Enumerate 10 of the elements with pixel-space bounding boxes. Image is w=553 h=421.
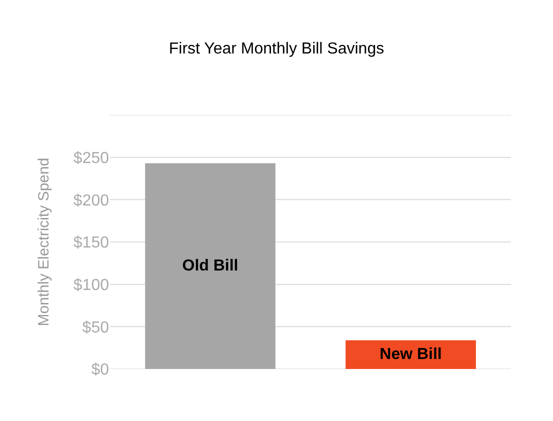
x-tick-label: Old Bill: [182, 258, 238, 275]
y-tick-label: $50: [82, 319, 110, 336]
y-tick-label: $200: [73, 192, 110, 210]
y-axis-title: Monthly Electricity Spend: [36, 158, 53, 326]
x-tick-label: New Bill: [380, 346, 442, 364]
y-tick-label: $250: [73, 150, 110, 167]
chart-title: First Year Monthly Bill Savings: [168, 40, 384, 58]
y-tick-label: $150: [73, 234, 110, 252]
y-tick-label: $0: [91, 362, 110, 379]
y-tick-label: $100: [73, 276, 110, 294]
